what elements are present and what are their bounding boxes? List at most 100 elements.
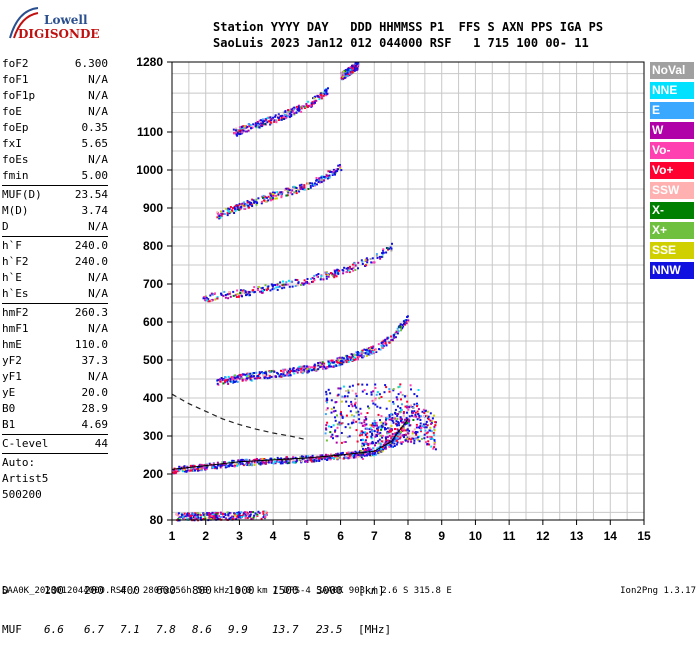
echo-point [247, 206, 250, 209]
echo-point [306, 281, 309, 284]
echo-point [388, 415, 391, 418]
echo-point [372, 424, 374, 427]
echo-point [388, 247, 391, 250]
echo-point [269, 123, 272, 126]
echo-point [277, 286, 280, 288]
echo-point [311, 460, 313, 463]
echo-point [292, 455, 295, 458]
file-info: SAA0K_2023012044000.RSF / 280fx256h 50 k… [2, 586, 452, 596]
echo-point [346, 395, 349, 398]
echo-point [242, 125, 244, 128]
echo-point [324, 432, 327, 435]
echo-point [375, 453, 377, 456]
echo-point [214, 292, 216, 295]
file-info-bar: SAA0K_2023012044000.RSF / 280fx256h 50 k… [2, 586, 698, 596]
echo-point [268, 120, 271, 123]
echo-point [263, 458, 266, 460]
echo-point [415, 433, 418, 436]
echo-point [353, 354, 356, 357]
echo-point [319, 278, 322, 281]
echo-point [382, 339, 385, 342]
footer-value: 8.6 [192, 623, 212, 636]
echo-point [377, 452, 380, 455]
echo-point [332, 274, 335, 277]
echo-point [269, 199, 272, 202]
echo-point [348, 456, 351, 459]
echo-point [300, 369, 303, 372]
echo-point [317, 362, 320, 364]
echo-point [259, 119, 262, 122]
echo-point [414, 414, 417, 416]
echo-point [387, 427, 390, 430]
echo-point [241, 378, 244, 381]
echo-point [211, 515, 214, 517]
echo-point [342, 457, 345, 460]
echo-point [400, 430, 403, 432]
echo-point [411, 410, 414, 413]
echo-point [282, 373, 285, 376]
echo-point [304, 281, 307, 284]
echo-point [365, 449, 368, 452]
echo-point [396, 435, 399, 438]
echo-point [319, 92, 322, 95]
echo-point [338, 455, 341, 458]
param-row-clevel: C-level 44 [2, 436, 108, 452]
echo-point [372, 426, 375, 428]
echo-point [312, 368, 315, 371]
echo-point [308, 104, 310, 107]
echo-point [278, 119, 280, 121]
echo-point [330, 359, 333, 362]
echo-point [293, 372, 296, 375]
echo-point [401, 403, 403, 406]
echo-point [212, 293, 215, 296]
param-row: MUF(D) 23.54 [2, 187, 108, 203]
echo-point [339, 387, 342, 390]
echo-point [234, 129, 237, 132]
echo-point [432, 431, 435, 434]
echo-point [266, 121, 269, 124]
echo-point [233, 206, 236, 209]
echo-point [423, 412, 426, 414]
echo-point [194, 516, 197, 519]
echo-point [301, 372, 304, 375]
echo-point [258, 126, 261, 129]
echo-point [339, 362, 341, 365]
echo-point [396, 398, 399, 401]
echo-point [250, 375, 253, 378]
echo-point [265, 289, 268, 292]
echo-point [423, 437, 426, 440]
echo-point [400, 431, 402, 434]
echo-point [266, 377, 269, 380]
echo-point [280, 196, 283, 199]
param-row: yE 20.0 [2, 385, 108, 401]
y-tick-label: 400 [143, 391, 163, 405]
echo-point [408, 422, 410, 425]
echo-point [265, 510, 268, 513]
echo-point [354, 392, 357, 395]
echo-point [236, 515, 239, 518]
echo-point [271, 288, 274, 291]
echo-point [338, 164, 341, 167]
echo-point [244, 459, 247, 462]
echo-point [340, 441, 343, 444]
echo-point [238, 208, 240, 211]
autoscaler-name: Artist5 [2, 472, 49, 485]
param-value: 23.54 [74, 188, 108, 201]
echo-point [334, 429, 337, 432]
separator [2, 236, 108, 237]
legend-item-x-: X- [650, 202, 694, 219]
echo-point [273, 287, 276, 290]
echo-point [352, 451, 355, 454]
echo-point [337, 168, 339, 171]
logo-line1: Lowell [44, 13, 88, 27]
echo-point [375, 450, 378, 453]
echo-point [382, 248, 385, 251]
param-name: yF2 [2, 354, 22, 367]
echo-point [362, 431, 364, 434]
echo-point [202, 518, 205, 520]
echo-point [384, 421, 387, 424]
echo-point [370, 448, 373, 451]
param-value: 4.69 [81, 418, 109, 431]
echo-point [390, 424, 393, 427]
echo-point [298, 107, 301, 110]
